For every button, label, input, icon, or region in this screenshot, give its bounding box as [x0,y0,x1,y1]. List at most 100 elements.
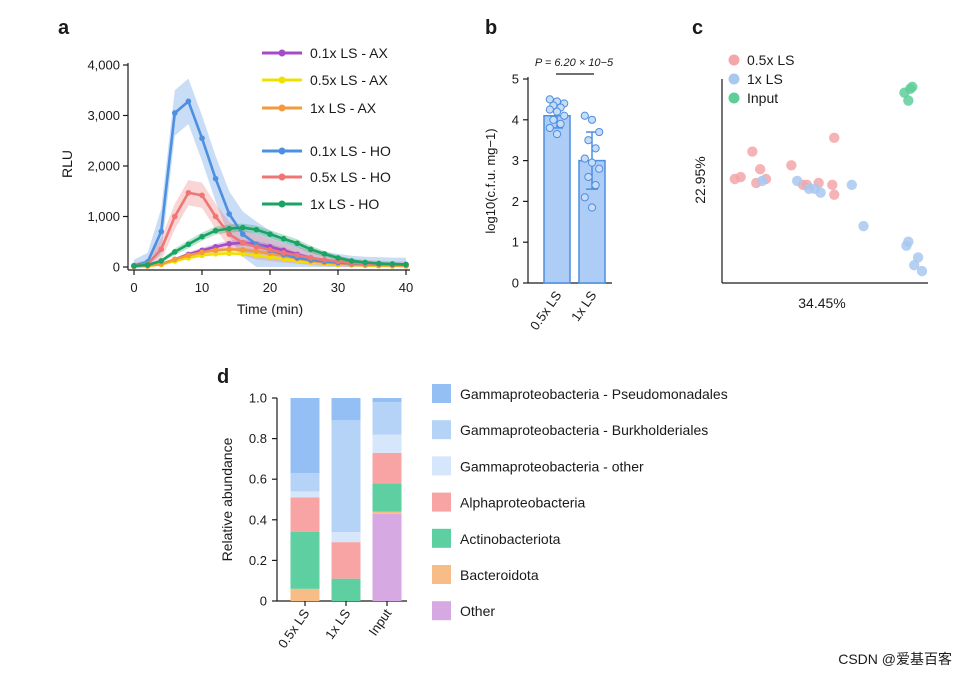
p-value-annotation: P = 6.20 × 10−5 [535,57,614,69]
data-point [280,250,287,256]
data-point [308,246,314,253]
data-point [389,261,396,267]
scatter-point [901,240,912,251]
data-point [185,241,192,248]
y-tick-label: 0.6 [249,472,267,487]
data-point [552,129,562,139]
data-point [580,111,589,120]
x-tick-label: 0.5x LS [275,606,313,651]
data-point [131,263,137,269]
x-tick-label: Input [366,606,395,639]
y-tick-label: 1 [512,235,519,250]
data-point [158,258,164,264]
y-tick-label: 4,000 [87,58,120,73]
data-point [591,180,600,190]
data-point [376,260,382,267]
y-tick-label: 2,000 [87,159,120,174]
data-point [172,249,178,255]
data-point [212,175,219,182]
data-point [584,172,593,182]
data-point [321,251,328,257]
data-point [253,248,260,255]
stacked-bar-segment [290,473,320,492]
legend-label: Gammaproteobacteria - Burkholderiales [460,422,708,438]
data-point [185,98,192,105]
stacked-bar-segment [290,398,320,474]
data-point [580,193,589,202]
confidence-band [134,180,406,267]
legend-label: Gammaproteobacteria - other [460,458,644,474]
stacked-bar-segment [372,483,402,512]
stacked-bar-segment [331,542,361,579]
legend-swatch [432,601,451,621]
data-point [240,231,246,237]
x-tick-label: 0.5x LS [527,288,565,333]
stacked-bar-segment [372,511,402,514]
y-axis-title: 22.95% [692,156,708,203]
stacked-bar-segment [372,398,402,403]
data-point [226,250,232,257]
scatter-point [858,220,869,232]
x-tick-label: 20 [263,280,277,295]
x-tick-label: 40 [399,280,413,295]
legend-label: 0.5x LS [747,52,794,68]
scatter-point [827,179,838,191]
data-point [199,233,205,240]
data-point [226,225,232,232]
legend-label: Alphaproteobacteria [460,495,586,511]
data-point [580,154,589,163]
stacked-bar-segment [372,452,402,484]
data-point [595,164,604,173]
legend-marker [728,54,740,66]
bar [543,114,571,284]
legend-label: 1x LS - AX [310,100,377,116]
data-point [253,226,260,233]
data-point [362,259,369,266]
stacked-bar-segment [372,434,402,453]
data-point [267,231,273,237]
legend-label: 0.1x LS - HO [310,143,391,159]
scatter-point [815,187,826,198]
legend-label: Input [747,90,778,106]
scatter-point [912,252,924,263]
data-point [240,247,246,253]
data-point [335,255,341,261]
x-tick-label: 10 [195,280,209,295]
y-tick-label: 2 [512,194,519,209]
data-point [172,213,178,220]
y-tick-label: 0 [512,276,519,291]
data-point [226,231,232,237]
legend-label: Actinobacteriota [460,531,561,547]
data-point [587,158,597,167]
data-point [212,247,219,254]
data-point [253,252,260,259]
scatter-point [792,175,803,187]
stacked-bar-segment [290,491,320,498]
legend-label: Gammaproteobacteria - Pseudomonadales [460,386,728,402]
x-tick-label: 30 [331,280,345,295]
stacked-bar-segment [331,531,361,543]
y-axis-title: RLU [59,150,75,178]
y-tick-label: 0 [260,594,267,609]
legend-swatch [432,565,451,584]
data-point [549,115,558,124]
y-tick-label: 0.8 [249,431,267,446]
data-point [545,105,554,114]
scatter-point [754,164,766,175]
data-point [348,258,355,264]
data-point [199,135,205,142]
legend-swatch [432,420,451,440]
scatter-point [829,189,840,200]
x-tick-label: 1x LS [322,606,354,642]
panel-letter-a: a [58,17,70,39]
stacked-bar-segment [290,588,320,601]
legend-label: 0.5x LS - HO [310,169,391,185]
data-point [172,110,178,116]
data-point [403,261,409,268]
panel-c-scatter-plot: 0.5x LS 1x LS Input 34.45% 22.95% [692,52,928,311]
data-point [591,144,600,153]
data-point [267,247,273,253]
y-tick-label: 0.2 [249,553,267,568]
data-point [545,123,554,133]
